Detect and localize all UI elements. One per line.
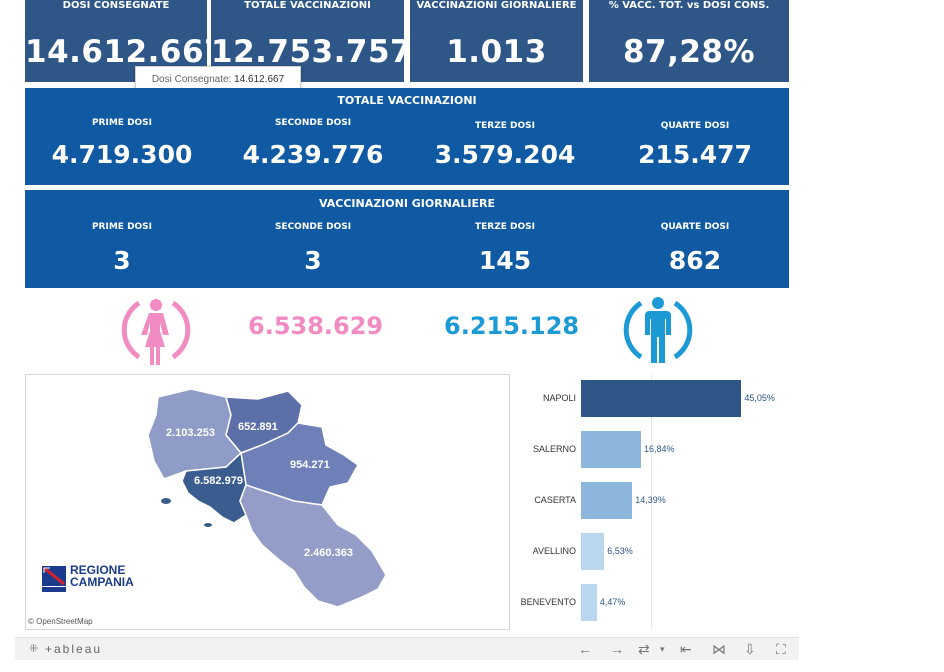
col-value: 3.579.204 [434,140,576,169]
map-label-caserta: 2.103.253 [166,427,215,439]
region-salerno[interactable] [239,484,387,608]
reset-icon[interactable]: ⇤ [680,641,692,657]
revert-icon[interactable]: ⇄ [638,641,650,657]
bar-label: AVELLINO [532,545,576,556]
kpi-value: 14.612.667 [25,34,227,70]
col-terze-dosi[interactable]: TERZE DOSI 145 [410,222,600,275]
map-label-benevento: 652.891 [238,421,278,433]
bar[interactable] [581,584,597,621]
panel-vaccinazioni-giornaliere: VACCINAZIONI GIORNALIERE PRIME DOSI 3 SE… [25,190,789,288]
undo-icon[interactable]: ← [578,641,592,657]
col-value: 3 [304,246,322,275]
region-napoli[interactable] [181,451,247,524]
col-quarte-dosi[interactable]: QUARTE DOSI 862 [600,222,790,275]
bar-label: BENEVENTO [520,596,576,607]
bar[interactable] [581,533,605,570]
col-label: QUARTE DOSI [660,222,730,232]
island-capri [204,523,212,527]
col-label: TERZE DOSI [475,121,535,131]
chevron-down-icon[interactable]: ▾ [660,644,665,654]
kpi-vaccinazioni-giornaliere[interactable]: VACCINAZIONI GIORNALIERE 1.013 [410,0,583,82]
col-label: PRIME DOSI [91,222,153,232]
col-value: 4.719.300 [51,140,193,169]
kpi-title: VACCINAZIONI GIORNALIERE [416,0,577,11]
kpi-title: % VACC. TOT. vs DOSI CONS. [608,0,770,11]
map-label-avellino: 954.271 [290,459,330,471]
bar-label: SALERNO [532,443,576,454]
kpi-value: 12.753.757 [211,34,413,70]
map-attribution[interactable]: © OpenStreetMap [28,617,93,626]
tooltip-label: Dosi Consegnate: [151,74,232,85]
bar-value-label: 16,84% [643,443,675,454]
share-icon[interactable]: ⋈ [712,641,726,657]
bar-value-label: 4,47% [599,596,626,607]
male-count: 6.215.128 [444,312,580,340]
bar[interactable] [581,380,742,417]
female-count: 6.538.629 [248,312,384,340]
kpi-value: 87,28% [622,34,756,70]
province-bar-chart: NAPOLI 45,05% SALERNO 16,84% CASERTA 14,39% AV… [510,374,790,628]
col-value: 145 [478,246,532,275]
fullscreen-icon[interactable]: ⛶ [776,641,786,657]
col-quarte-dosi[interactable]: QUARTE DOSI 215.477 [600,121,790,169]
panel-title: TOTALE VACCINAZIONI [337,94,477,107]
kpi-value: 1.013 [446,34,547,70]
logo-crest-icon [42,566,66,592]
kpi-title: TOTALE VACCINAZIONI [244,0,371,11]
tableau-logo-icon: ⁜ [29,643,39,655]
logo-text-2: CAMPANIA [70,575,134,589]
bar-value-label: 14,39% [635,494,666,505]
col-value: 215.477 [638,140,752,169]
col-seconde-dosi[interactable]: SECONDE DOSI 3 [218,222,408,275]
map-svg [147,388,387,608]
female-icon [121,299,191,365]
kpi-totale-vaccinazioni[interactable]: TOTALE VACCINAZIONI 12.753.757 [211,0,413,82]
col-value: 4.239.776 [242,140,384,169]
col-value: 3 [113,246,131,275]
col-label: TERZE DOSI [475,222,535,232]
bar-label: CASERTA [534,494,576,505]
tableau-brand[interactable]: +ableau [45,642,103,656]
bar-value-label: 6,53% [607,545,633,556]
col-value: 862 [668,246,722,275]
map-label-napoli: 6.582.979 [194,475,243,487]
island-ischia [161,498,171,504]
regione-campania-logo [41,565,67,598]
male-icon [623,297,693,363]
col-label: SECONDE DOSI [274,118,352,128]
col-seconde-dosi[interactable]: SECONDE DOSI 4.239.776 [218,118,408,169]
chart-gridline [651,374,652,628]
col-prime-dosi[interactable]: PRIME DOSI 4.719.300 [27,118,217,169]
kpi-dosi-consegnate[interactable]: DOSI CONSEGNATE 14.612.667 [25,0,227,82]
col-label: SECONDE DOSI [274,222,352,232]
panel-title: VACCINAZIONI GIORNALIERE [318,197,496,210]
map-label-salerno: 2.460.363 [304,547,353,559]
panel-totale-vaccinazioni: TOTALE VACCINAZIONI PRIME DOSI 4.719.300… [25,88,789,185]
campania-map[interactable]: 2.103.253 652.891 954.271 6.582.979 2.46… [25,374,510,630]
col-label: PRIME DOSI [91,118,153,128]
tableau-toolbar: ⁜ +ableau ← → ⇄ ▾ ⇤ ⋈ ⇩ ⛶ [15,637,799,660]
col-label: QUARTE DOSI [660,121,730,131]
logo-text-1: REGIONE [70,563,126,577]
kpi-title: DOSI CONSEGNATE [62,0,170,11]
col-terze-dosi[interactable]: TERZE DOSI 3.579.204 [410,121,600,169]
bar-value-label: 45,05% [744,392,775,403]
tooltip-value: 14.612.667 [234,74,285,85]
kpi-percent-vacc[interactable]: % VACC. TOT. vs DOSI CONS. 87,28% [589,0,789,82]
redo-icon[interactable]: → [610,641,624,657]
bar[interactable] [581,431,641,468]
bar-label: NAPOLI [542,392,576,403]
download-icon[interactable]: ⇩ [744,641,756,657]
bar[interactable] [581,482,633,519]
col-prime-dosi[interactable]: PRIME DOSI 3 [27,222,217,275]
